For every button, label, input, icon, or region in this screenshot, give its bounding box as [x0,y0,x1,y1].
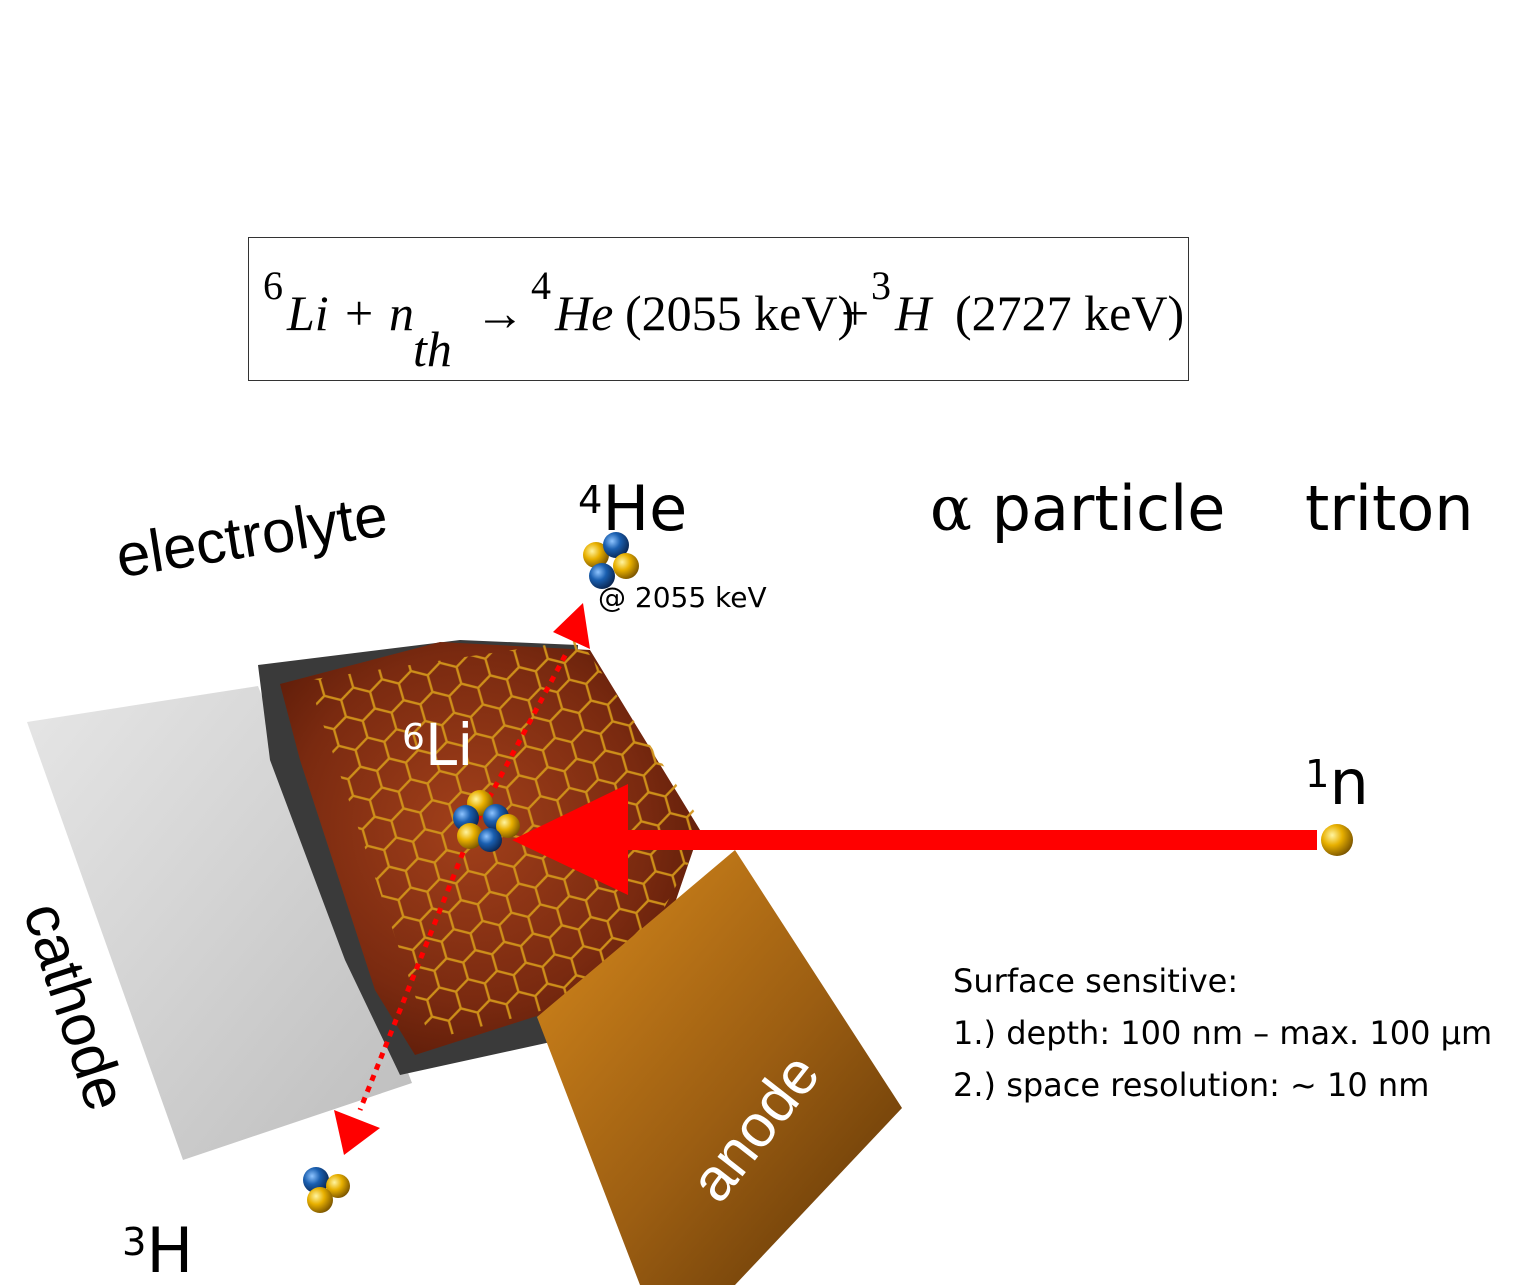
equation-n-subscript: th [413,321,452,377]
triton-path-dotted [357,829,475,1111]
he4-energy-label: @ 2055 keV [598,581,767,614]
equation-h-mass: 3 [871,263,891,308]
triton-arrow-head [334,1110,380,1155]
li6-mass: 6 [402,716,425,758]
he4-label: 4He [578,478,687,540]
neutron-label: 1n [1305,752,1369,814]
note-space-resolution: 2.) space resolution: ~ 10 nm [953,1066,1430,1104]
he4-symbol: He [602,472,688,545]
he4-mass: 4 [578,477,603,523]
equation-li-mass: 6 [263,263,283,308]
he4-nucleus [583,532,639,589]
equation-arrow: → [475,285,525,341]
surface-sensitive-heading: Surface sensitive: [953,962,1239,1000]
alpha-path-dotted [469,648,571,832]
equation-h: H [895,285,932,341]
h3-label: 3H [122,1220,193,1282]
alpha-particle-label: α particle [930,478,1225,540]
graphene-lattice [308,640,700,1040]
equation-he-energy: (2055 keV) [625,285,855,341]
equation-plus: + [345,285,374,341]
li6-label: 6Li [402,716,473,774]
h3-symbol: H [146,1214,194,1287]
alpha-arrow-head [553,603,590,649]
equation-box: 6 Li + n th → 4 He (2055 keV) + 3 H (272… [248,237,1189,381]
li6-symbol: Li [424,711,474,779]
cathode-block [27,686,412,1160]
h3-mass: 3 [122,1219,147,1265]
neutron-ball [1321,824,1353,856]
neutron-arrow-head [512,784,628,895]
neutron-symbol: n [1329,746,1369,819]
equation-li: Li [287,285,329,341]
equation-he: He [555,285,614,341]
neutron-mass: 1 [1305,751,1330,797]
equation-n: n [389,285,414,341]
li6-nucleus [453,790,520,852]
triton-label: triton [1305,472,1474,545]
h3-nucleus [303,1167,350,1213]
equation-plus-2: + [841,285,870,341]
equation-he-mass: 4 [531,263,551,308]
alpha-text: particle [971,472,1226,545]
alpha-symbol: α [930,472,972,545]
note-depth: 1.) depth: 100 nm – max. 100 µm [953,1014,1493,1052]
neutron-arrow-shaft [600,830,1317,850]
anode-block [537,850,902,1285]
equation-h-energy: (2727 keV) [955,285,1185,341]
